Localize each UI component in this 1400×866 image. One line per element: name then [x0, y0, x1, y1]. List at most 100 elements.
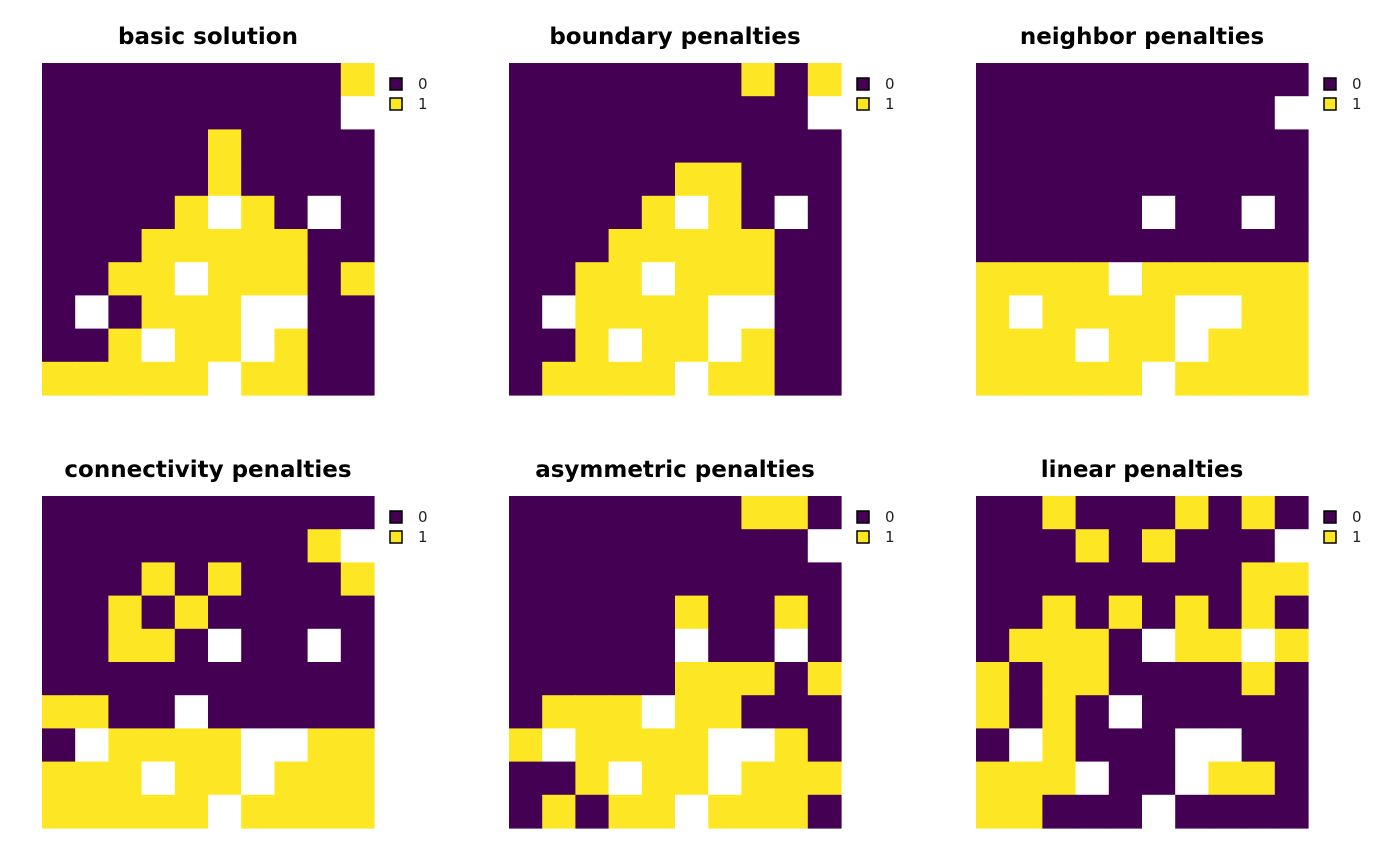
- heatmap-cell: [741, 328, 776, 363]
- heatmap-cell: [1274, 562, 1309, 597]
- legend-key: [1323, 510, 1337, 524]
- heatmap-cell: [1208, 628, 1243, 663]
- heatmap-cell: [1009, 695, 1043, 729]
- heatmap-cell: [608, 328, 643, 363]
- heatmap-cell: [1208, 361, 1243, 396]
- heatmap-cell: [608, 562, 643, 597]
- heatmap-cell: [774, 529, 809, 563]
- chart-title: basic solution: [117, 24, 298, 50]
- heatmap-cell: [1175, 229, 1209, 263]
- heatmap-cell: [608, 129, 643, 164]
- heatmap-cell: [575, 728, 610, 763]
- heatmap-cell: [42, 162, 76, 197]
- heatmap-cell: [1175, 529, 1209, 563]
- heatmap-cell: [208, 695, 242, 729]
- heatmap-cell: [575, 96, 610, 130]
- heatmap-cell: [1042, 595, 1077, 630]
- heatmap-cell: [542, 794, 576, 829]
- heatmap-cell: [1274, 794, 1309, 829]
- legend-label: 0: [418, 508, 428, 526]
- heatmap-cell: [1042, 229, 1077, 263]
- heatmap-cell: [1042, 96, 1077, 130]
- heatmap-cell: [1042, 662, 1077, 696]
- heatmap-cell: [708, 96, 742, 130]
- heatmap-cell: [141, 695, 176, 729]
- heatmap-cell: [340, 562, 375, 597]
- heatmap-cell: [1108, 595, 1143, 630]
- chart-panel: connectivity penalties 0 1: [42, 433, 502, 843]
- legend-key: [1323, 77, 1337, 91]
- heatmap-cell: [509, 628, 543, 663]
- heatmap-cell: [976, 529, 1010, 563]
- heatmap-cell: [509, 63, 543, 97]
- heatmap-cell: [241, 229, 275, 263]
- heatmap-cell: [42, 695, 76, 729]
- heatmap-svg: 01: [509, 496, 895, 829]
- heatmap-cell: [274, 728, 309, 763]
- heatmap-cell: [1009, 262, 1043, 296]
- heatmap-cell: [42, 761, 76, 796]
- heatmap-cell: [675, 162, 709, 197]
- heatmap-cell: [641, 695, 676, 729]
- heatmap-cell: [1175, 662, 1209, 696]
- heatmap-cell: [75, 595, 109, 630]
- heatmap-cell: [1075, 328, 1110, 363]
- heatmap-cell: [1009, 794, 1043, 829]
- heatmap-cell: [641, 595, 676, 630]
- heatmap-cell: [1108, 562, 1143, 597]
- heatmap-cell: [1208, 328, 1243, 363]
- heatmap-cell: [1208, 496, 1243, 530]
- heatmap-cell: [1142, 628, 1176, 663]
- heatmap-cell: [1142, 794, 1176, 829]
- heatmap-cell: [340, 96, 375, 130]
- heatmap-cell: [42, 361, 76, 396]
- heatmap-cell: [307, 162, 342, 197]
- heatmap-cell: [807, 295, 842, 330]
- heatmap-cell: [340, 295, 375, 330]
- heatmap-cell: [741, 662, 776, 696]
- heatmap-cell: [108, 728, 143, 763]
- heatmap-cell: [1075, 129, 1110, 164]
- heatmap-cell: [575, 794, 610, 829]
- heatmap-cell: [641, 361, 676, 396]
- heatmap-cell: [1208, 695, 1243, 729]
- heatmap-cell: [1042, 162, 1077, 197]
- heatmap-cell: [1274, 695, 1309, 729]
- chart-title: neighbor penalties: [1019, 24, 1265, 50]
- heatmap-cell: [807, 361, 842, 396]
- chart-title: connectivity penalties: [64, 457, 352, 483]
- heatmap-cell: [108, 662, 143, 696]
- legend-key: [856, 510, 870, 524]
- heatmap-cell: [708, 562, 742, 597]
- heatmap-cell: [274, 129, 309, 164]
- heatmap-cell: [241, 162, 275, 197]
- heatmap-cell: [340, 595, 375, 630]
- heatmap-cell: [641, 262, 676, 296]
- heatmap-cell: [1208, 262, 1243, 296]
- heatmap-cell: [42, 728, 76, 763]
- heatmap-cell: [708, 361, 742, 396]
- heatmap-cell: [241, 195, 275, 230]
- heatmap-cell: [1274, 162, 1309, 197]
- heatmap-cell: [542, 761, 576, 796]
- heatmap-cell: [1241, 361, 1276, 396]
- heatmap-cell: [307, 328, 342, 363]
- heatmap-cell: [75, 794, 109, 829]
- heatmap-cell: [608, 295, 643, 330]
- heatmap-cell: [42, 63, 76, 97]
- heatmap-cell: [641, 129, 676, 164]
- legend-key: [389, 530, 403, 544]
- heatmap-cell: [708, 295, 742, 330]
- heatmap-cell: [509, 129, 543, 164]
- heatmap-cell: [208, 496, 242, 530]
- heatmap-cell: [575, 262, 610, 296]
- chart-panel: boundary penalties 0 1: [509, 0, 969, 410]
- heatmap-cell: [108, 229, 143, 263]
- heatmap-cell: [174, 96, 209, 130]
- heatmap-cell: [774, 595, 809, 630]
- heatmap-cell: [241, 96, 275, 130]
- heatmap-cell: [141, 162, 176, 197]
- heatmap-cell: [208, 628, 242, 663]
- legend-label: 0: [885, 508, 895, 526]
- heatmap-cell: [141, 496, 176, 530]
